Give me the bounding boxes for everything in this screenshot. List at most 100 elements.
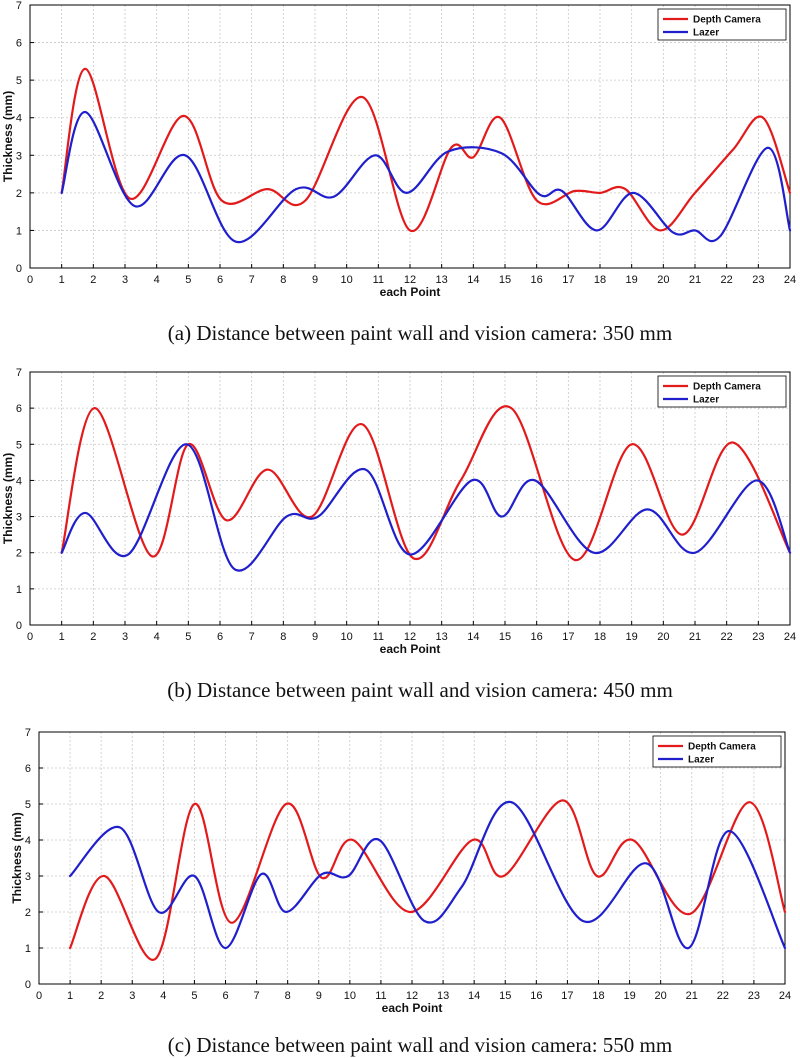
x-tick-label: 2	[98, 990, 104, 1002]
x-tick-label: 7	[249, 631, 255, 643]
chart-a-grid	[30, 5, 790, 268]
x-tick-label: 12	[404, 631, 416, 643]
chart-b: 0 1 2 3 4 5 6 7 8 9 10 11 12 13 14 15 16 17 18 19 20 21 22 23 24…	[1, 367, 796, 702]
chart-a-plot-frame	[29, 4, 791, 269]
series-line-depth-camera	[60, 405, 792, 562]
x-tick-label: 19	[626, 274, 638, 286]
x-tick-label: 0	[27, 631, 33, 643]
legend-label: Depth Camera	[688, 742, 756, 753]
x-tick-label: 16	[531, 274, 543, 286]
x-tick-label: 7	[249, 274, 255, 286]
x-tick-label: 1	[59, 631, 65, 643]
chart-b-caption: (b) Distance between paint wall and visi…	[167, 678, 673, 702]
y-tick-label: 3	[25, 871, 31, 883]
series-line-lazer	[68, 801, 787, 950]
chart-b-series	[60, 405, 792, 572]
chart-a-caption: (a) Distance between paint wall and visi…	[168, 321, 672, 345]
chart-a-y-axis-label: Thickness (mm)	[1, 91, 15, 182]
x-tick-label: 21	[689, 274, 701, 286]
x-tick-label: 15	[499, 990, 511, 1002]
x-tick-label: 8	[285, 990, 291, 1002]
x-tick-label: 6	[217, 274, 223, 286]
chart-b-grid	[30, 372, 790, 625]
x-tick-label: 11	[375, 990, 386, 1002]
x-tick-label: 21	[689, 631, 701, 643]
x-tick-label: 10	[341, 631, 353, 643]
y-tick-label: 5	[25, 799, 31, 811]
y-tick-label: 6	[16, 38, 22, 50]
x-tick-label: 20	[657, 631, 669, 643]
x-tick-label: 10	[341, 274, 353, 286]
legend-box	[652, 735, 782, 768]
x-tick-label: 1	[67, 990, 73, 1002]
chart-b-x-axis-label: each Point	[380, 642, 441, 656]
legend-label: Lazer	[693, 28, 719, 39]
x-tick-label: 23	[752, 631, 764, 643]
chart-c-caption: (c) Distance between paint wall and visi…	[168, 1033, 672, 1057]
x-tick-label: 20	[655, 990, 667, 1002]
chart-c-y-axis-label: Thickness (mm)	[10, 812, 24, 903]
y-tick-label: 4	[16, 113, 22, 125]
y-tick-label: 0	[25, 979, 31, 991]
y-tick-label: 7	[16, 0, 22, 12]
chart-b-legend: Depth Camera Lazer	[657, 375, 787, 408]
x-tick-label: 13	[436, 631, 448, 643]
x-tick-label: 15	[499, 274, 511, 286]
x-tick-label: 23	[752, 274, 764, 286]
x-tick-label: 16	[531, 631, 543, 643]
x-tick-label: 20	[657, 274, 669, 286]
x-tick-label: 8	[280, 274, 286, 286]
x-tick-label: 9	[316, 990, 322, 1002]
legend-label: Lazer	[693, 395, 719, 406]
x-tick-label: 7	[254, 990, 260, 1002]
y-tick-label: 0	[16, 620, 22, 632]
legend-label: Lazer	[688, 755, 714, 766]
y-tick-label: 4	[16, 475, 22, 487]
legend-box	[657, 375, 787, 408]
x-tick-label: 5	[191, 990, 197, 1002]
x-tick-label: 4	[154, 274, 160, 286]
chart-c: 0 1 2 3 4 5 6 7 8 9 10 11 12 13 14 15 16 17 18 19 20 21 22 23 24…	[10, 727, 791, 1057]
x-tick-label: 13	[437, 990, 449, 1002]
x-tick-label: 16	[530, 990, 542, 1002]
x-tick-label: 11	[373, 631, 384, 643]
series-line-lazer	[60, 443, 792, 572]
x-tick-label: 22	[721, 631, 733, 643]
x-tick-label: 8	[280, 631, 286, 643]
x-tick-label: 0	[27, 274, 33, 286]
x-tick-label: 6	[222, 990, 228, 1002]
chart-b-ticks: 0 1 2 3 4 5 6 7 8 9 10 11 12 13 14 15 16 17 18 19 20 21 22 23 24…	[16, 367, 796, 643]
x-tick-label: 12	[406, 990, 418, 1002]
y-tick-label: 1	[16, 584, 22, 596]
x-tick-label: 22	[717, 990, 729, 1002]
legend-label: Depth Camera	[693, 382, 761, 393]
y-tick-label: 6	[16, 403, 22, 415]
y-tick-label: 0	[16, 263, 22, 275]
x-tick-label: 12	[404, 274, 416, 286]
x-tick-label: 3	[129, 990, 135, 1002]
x-tick-label: 4	[160, 990, 166, 1002]
chart-c-series	[68, 799, 787, 961]
x-tick-label: 6	[217, 631, 223, 643]
x-tick-label: 17	[561, 990, 573, 1002]
x-tick-label: 4	[154, 631, 160, 643]
y-tick-label: 6	[25, 763, 31, 775]
x-tick-label: 5	[185, 274, 191, 286]
x-tick-label: 9	[312, 274, 318, 286]
x-tick-label: 24	[784, 274, 796, 286]
x-tick-label: 19	[623, 990, 635, 1002]
chart-a-ticks: 0 1 2 3 4 5 6 7 8 9 10 11 12 13 14 15 16 17 18 19 20 21 22 23 24…	[16, 0, 796, 286]
y-tick-label: 3	[16, 512, 22, 524]
chart-a-x-axis-label: each Point	[380, 285, 441, 299]
chart-c-legend: Depth Camera Lazer	[652, 735, 782, 768]
x-tick-label: 2	[90, 274, 96, 286]
x-tick-label: 10	[344, 990, 356, 1002]
chart-c-x-axis-label: each Point	[382, 1001, 443, 1015]
x-tick-label: 19	[626, 631, 638, 643]
y-tick-label: 1	[25, 943, 31, 955]
x-tick-label: 3	[122, 274, 128, 286]
chart-a: 0 1 2 3 4 5 6 7 8 9 10 11 12 13 14 15 16 17 18 19 20 21 22 23 24…	[1, 0, 796, 345]
y-tick-label: 1	[16, 225, 22, 237]
x-tick-label: 17	[562, 274, 574, 286]
series-line-depth-camera	[60, 67, 792, 232]
